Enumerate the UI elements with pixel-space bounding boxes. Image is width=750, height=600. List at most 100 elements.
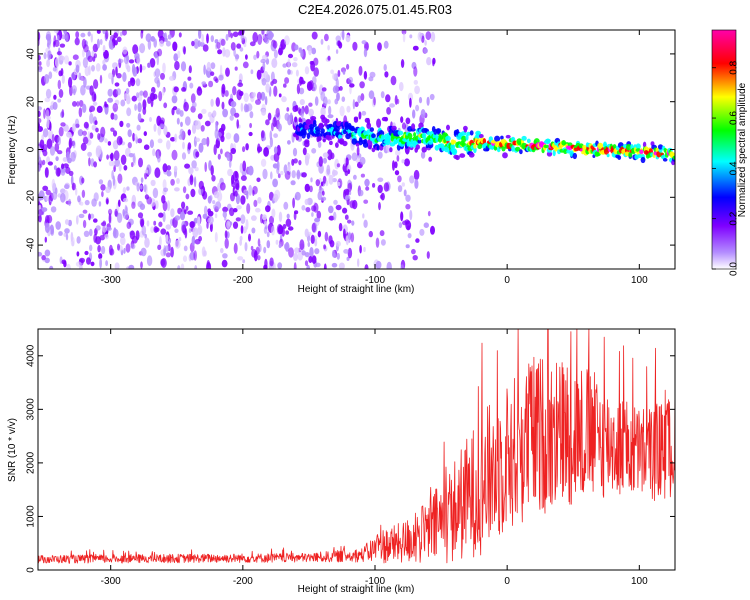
spectrogram-noise-cell xyxy=(149,92,156,102)
spectrogram-noise-cell xyxy=(401,122,407,130)
spectrogram-noise-cell xyxy=(224,90,229,97)
spectrogram-noise-cell xyxy=(162,179,167,190)
spectrogram-noise-cell xyxy=(38,31,41,41)
spectrogram-noise-cell xyxy=(139,90,144,96)
spectrogram-noise-cell xyxy=(356,146,360,156)
spectrogram-noise-cell xyxy=(90,261,95,267)
spectrogram-noise-cell xyxy=(225,33,229,41)
spectrogram-noise-cell xyxy=(121,30,127,36)
spectrogram-noise-cell xyxy=(364,264,369,269)
spectrogram-noise-cell xyxy=(265,205,271,213)
spectrogram-noise-cell xyxy=(253,199,258,207)
spectrogram-signal-cell xyxy=(384,116,389,122)
spectrogram-noise-cell xyxy=(143,131,147,137)
spectrogram-noise-cell xyxy=(239,47,244,52)
spectrogram-noise-cell xyxy=(154,68,161,78)
spectrogram-noise-cell xyxy=(90,33,94,43)
spectrogram-noise-cell xyxy=(346,105,351,113)
spectrogram-noise-cell xyxy=(119,232,126,238)
spectrogram-noise-cell xyxy=(268,32,274,39)
spectrogram-noise-cell xyxy=(41,207,48,213)
spectrogram-noise-cell xyxy=(208,80,214,88)
spectrogram-noise-cell xyxy=(159,40,165,47)
spectrogram-noise-cell xyxy=(57,34,60,42)
spectrogram-noise-cell xyxy=(415,238,420,243)
spectrogram-noise-cell xyxy=(341,30,345,41)
spectrogram-noise-cell xyxy=(418,96,423,104)
spectrogram-noise-cell xyxy=(166,140,171,150)
spectrogram-noise-cell xyxy=(402,32,406,43)
spectrogram-noise-cell xyxy=(84,199,90,206)
spectrogram-noise-cell xyxy=(278,47,283,56)
spectrogram-noise-cell xyxy=(72,123,76,133)
spectrogram-noise-cell xyxy=(173,165,178,173)
spectrogram-noise-cell xyxy=(183,101,189,112)
spectrogram-noise-cell xyxy=(38,55,41,61)
spectrogram-noise-cell xyxy=(144,172,148,180)
spectrogram-noise-cell xyxy=(332,170,338,176)
spectrogram-noise-cell xyxy=(426,57,432,66)
spectrogram-noise-cell xyxy=(50,206,57,213)
spectrogram-noise-cell xyxy=(38,145,41,156)
spectrogram-noise-cell xyxy=(378,202,381,211)
spectrogram-signal-cell xyxy=(521,135,527,141)
spectrogram-noise-cell xyxy=(232,86,237,96)
spectrogram-noise-cell xyxy=(52,101,58,110)
spectrogram-noise-cell xyxy=(166,200,171,212)
spectrogram-signal-cell xyxy=(546,151,553,157)
spectrogram-signal-cell xyxy=(640,156,646,164)
spectrogram-noise-cell xyxy=(38,215,42,223)
spectrogram-noise-cell xyxy=(146,220,150,227)
spectrogram-noise-cell xyxy=(232,170,239,182)
spectrogram-noise-cell xyxy=(325,180,329,187)
spectrogram-noise-cell xyxy=(198,180,204,190)
spectrogram-noise-cell xyxy=(257,34,263,45)
spectrogram-noise-cell xyxy=(137,102,142,113)
spectrogram-noise-cell xyxy=(81,177,85,184)
spectrogram-noise-cell xyxy=(185,205,189,211)
spectrogram-noise-cell xyxy=(304,66,310,75)
spectrogram-noise-cell xyxy=(123,165,128,171)
spectrogram-noise-cell xyxy=(142,90,148,98)
spectrogram-noise-cell xyxy=(96,105,103,113)
spectrogram-noise-cell xyxy=(322,157,327,164)
spectrogram-noise-cell xyxy=(210,165,214,176)
spectrogram-noise-cell xyxy=(81,189,86,198)
spectrogram-noise-cell xyxy=(126,65,131,73)
spectrogram-noise-cell xyxy=(405,203,411,210)
spectrogram-noise-cell xyxy=(80,85,86,96)
spectrogram-noise-cell xyxy=(212,110,217,117)
spectrogram-noise-cell xyxy=(178,134,184,140)
spectrogram-noise-cell xyxy=(287,58,291,68)
spectrogram-noise-cell xyxy=(64,219,70,225)
spectrogram-noise-cell xyxy=(351,220,355,226)
spectrogram-noise-cell xyxy=(285,218,292,227)
x-tick-label: -300 xyxy=(101,275,121,286)
spectrogram-noise-cell xyxy=(116,212,123,223)
spectrogram-noise-cell xyxy=(194,167,199,172)
spectrogram-noise-cell xyxy=(307,241,311,248)
spectrogram-signal-cell xyxy=(572,152,577,160)
spectrogram-noise-cell xyxy=(240,102,244,112)
spectrogram-noise-cell xyxy=(63,232,67,237)
spectrogram-noise-cell xyxy=(207,111,212,118)
colorbar-tick-label: 0.6 xyxy=(729,111,740,125)
spectrogram-noise-cell xyxy=(242,226,247,234)
spectrogram-noise-cell xyxy=(363,246,366,253)
spectrogram-signal-cell xyxy=(642,141,647,148)
spectrogram-noise-cell xyxy=(252,190,255,196)
spectrogram-noise-cell xyxy=(89,113,94,124)
spectrogram-noise-cell xyxy=(323,244,326,250)
spectrogram-noise-cell xyxy=(348,190,352,196)
spectrogram-noise-cell xyxy=(181,87,187,92)
spectrogram-noise-cell xyxy=(285,230,289,235)
spectrogram-noise-cell xyxy=(286,213,290,219)
spectrogram-noise-cell xyxy=(320,196,327,201)
spectrogram-noise-cell xyxy=(83,77,87,88)
spectrogram-noise-cell xyxy=(345,34,351,43)
spectrogram-noise-cell xyxy=(58,231,63,236)
spectrogram-noise-cell xyxy=(134,103,138,111)
spectrogram-noise-cell xyxy=(409,175,415,184)
spectrogram-noise-cell xyxy=(98,179,104,185)
spectrogram-noise-cell xyxy=(147,62,151,68)
